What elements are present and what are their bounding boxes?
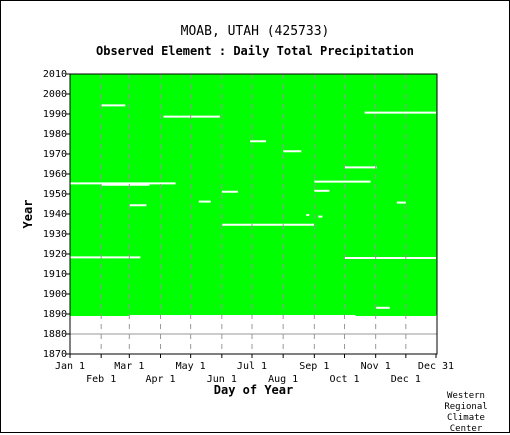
y-tick-label: 1980 — [43, 129, 67, 140]
x-tick-label: Oct 1 — [329, 374, 359, 385]
x-tick-label: Mar 1 — [114, 361, 144, 372]
chart-subtitle: Observed Element : Daily Total Precipita… — [96, 44, 414, 58]
x-tick-label: Jan 1 — [55, 361, 85, 372]
x-tick-label: Jul 1 — [237, 361, 267, 372]
credit-line: Climate — [447, 413, 485, 423]
credit-line: Center — [449, 424, 483, 434]
y-axis-title: Year — [21, 200, 35, 229]
x-tick-label: Nov 1 — [361, 361, 391, 372]
y-tick-label: 2000 — [43, 89, 67, 100]
wrcc-credit: Western Regional Climate Center — [436, 391, 496, 435]
y-tick-label: 1960 — [43, 169, 67, 180]
credit-line: Western — [447, 391, 485, 401]
x-tick-label: Jun 1 — [207, 374, 237, 385]
x-tick-label: May 1 — [176, 361, 206, 372]
partial-year-observed — [70, 314, 130, 316]
y-tick-label: 1870 — [43, 349, 67, 360]
y-tick-label: 2010 — [43, 69, 67, 80]
y-tick-label: 1920 — [43, 249, 67, 260]
x-tick-label: Sep 1 — [299, 361, 329, 372]
credit-line: Regional — [444, 402, 488, 412]
y-tick-label: 1930 — [43, 229, 67, 240]
x-axis-title: Day of Year — [214, 383, 293, 397]
observed-data-area — [70, 74, 437, 315]
chart-title: MOAB, UTAH (425733) — [180, 24, 330, 39]
x-tick-label: Feb 1 — [86, 374, 116, 385]
partial-year-observed — [355, 314, 436, 316]
y-tick-label: 1990 — [43, 109, 67, 120]
y-tick-label: 1950 — [43, 189, 67, 200]
y-tick-label: 1890 — [43, 309, 67, 320]
y-tick-label: 1880 — [43, 329, 67, 340]
x-tick-label: Apr 1 — [145, 374, 175, 385]
y-tick-label: 1910 — [43, 269, 67, 280]
y-tick-label: 1900 — [43, 289, 67, 300]
y-tick-label: 1940 — [43, 209, 67, 220]
x-tick-label: Dec 31 — [418, 361, 454, 372]
x-tick-label: Dec 1 — [391, 374, 421, 385]
y-tick-label: 1970 — [43, 149, 67, 160]
x-tick-label: Aug 1 — [268, 374, 298, 385]
